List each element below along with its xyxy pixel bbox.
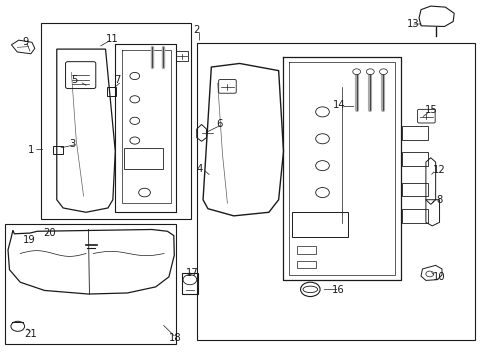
Text: 7: 7 xyxy=(114,75,121,85)
Text: 10: 10 xyxy=(432,272,445,282)
Text: 5: 5 xyxy=(71,75,78,85)
Text: 13: 13 xyxy=(406,19,418,29)
Text: 3: 3 xyxy=(70,139,76,149)
Circle shape xyxy=(379,69,386,75)
Bar xyxy=(4,224,176,344)
Text: 8: 8 xyxy=(435,195,442,205)
Bar xyxy=(107,87,116,96)
Bar xyxy=(401,126,427,140)
Text: 19: 19 xyxy=(22,235,35,245)
Circle shape xyxy=(352,69,360,75)
Bar xyxy=(401,152,427,166)
Circle shape xyxy=(11,321,24,331)
Text: 20: 20 xyxy=(43,228,56,238)
Bar xyxy=(297,246,315,253)
Bar xyxy=(53,146,63,154)
Text: 4: 4 xyxy=(196,164,203,174)
Text: 2: 2 xyxy=(193,25,200,35)
Bar xyxy=(292,212,347,237)
Text: 6: 6 xyxy=(216,120,222,129)
Text: 12: 12 xyxy=(432,165,445,175)
Text: 18: 18 xyxy=(168,333,181,343)
Bar xyxy=(182,273,197,294)
Bar xyxy=(401,210,427,223)
Circle shape xyxy=(366,69,373,75)
Text: 17: 17 xyxy=(185,268,198,278)
Text: 9: 9 xyxy=(23,37,29,47)
Text: 11: 11 xyxy=(105,35,118,44)
Bar xyxy=(123,148,162,169)
Text: 14: 14 xyxy=(333,100,345,111)
Bar xyxy=(297,261,315,268)
Bar xyxy=(196,43,474,340)
Text: 16: 16 xyxy=(331,285,344,295)
Text: 1: 1 xyxy=(28,144,34,154)
Text: 15: 15 xyxy=(424,105,437,115)
Bar xyxy=(176,51,188,61)
Text: 21: 21 xyxy=(24,329,37,339)
Bar xyxy=(401,183,427,196)
Bar xyxy=(41,23,190,220)
